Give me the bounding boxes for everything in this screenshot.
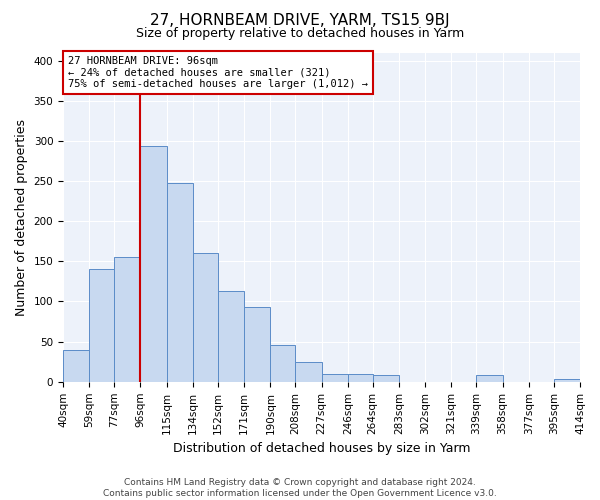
Text: Size of property relative to detached houses in Yarm: Size of property relative to detached ho… — [136, 28, 464, 40]
Bar — [89, 270, 114, 382]
Text: Contains HM Land Registry data © Crown copyright and database right 2024.
Contai: Contains HM Land Registry data © Crown c… — [103, 478, 497, 498]
Bar — [271, 345, 295, 382]
Bar — [322, 374, 348, 382]
Bar — [373, 376, 399, 382]
Bar — [193, 254, 218, 382]
Bar — [476, 376, 503, 382]
Text: 27, HORNBEAM DRIVE, YARM, TS15 9BJ: 27, HORNBEAM DRIVE, YARM, TS15 9BJ — [150, 12, 450, 28]
Bar — [167, 182, 193, 382]
Bar — [218, 291, 244, 382]
Bar — [348, 374, 373, 382]
Bar — [114, 258, 140, 382]
Bar — [554, 380, 580, 382]
Bar — [140, 146, 167, 382]
Bar — [295, 362, 322, 382]
X-axis label: Distribution of detached houses by size in Yarm: Distribution of detached houses by size … — [173, 442, 470, 455]
Bar — [244, 307, 271, 382]
Bar — [63, 350, 89, 382]
Y-axis label: Number of detached properties: Number of detached properties — [15, 118, 28, 316]
Text: 27 HORNBEAM DRIVE: 96sqm
← 24% of detached houses are smaller (321)
75% of semi-: 27 HORNBEAM DRIVE: 96sqm ← 24% of detach… — [68, 56, 368, 89]
